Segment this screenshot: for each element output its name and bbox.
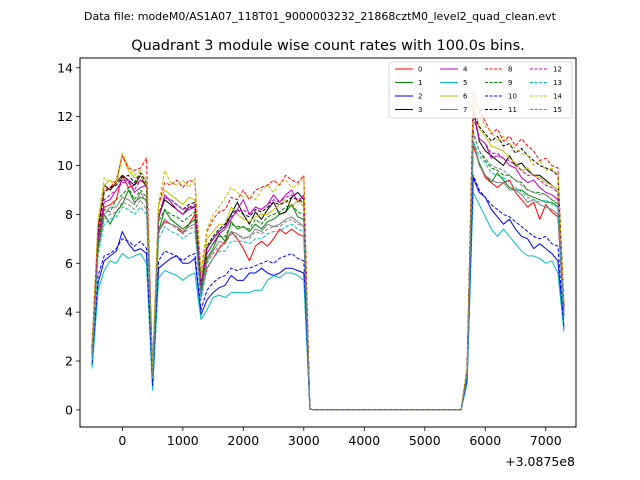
legend-label: 15 (553, 106, 562, 114)
y-tick-label: 4 (65, 305, 73, 320)
legend-label: 10 (508, 93, 517, 101)
legend-label: 8 (508, 66, 512, 74)
legend-label: 11 (508, 106, 517, 114)
legend-label: 4 (463, 66, 468, 74)
legend-label: 3 (418, 106, 422, 114)
series-line-4 (91, 108, 565, 411)
legend-label: 14 (553, 93, 562, 101)
series-line-11 (91, 113, 565, 411)
legend-label: 5 (463, 79, 467, 87)
legend-label: 9 (508, 79, 512, 87)
x-axis: 0 1000 2000 3000 4000 5000 6000 7000 (118, 427, 562, 448)
x-tick-label: 3000 (288, 433, 320, 448)
y-axis: 0 2 4 6 8 10 12 14 (57, 60, 80, 417)
legend-frame (388, 61, 573, 119)
series-line-10 (91, 174, 565, 411)
plot-area (91, 91, 565, 411)
x-tick-label: 0 (118, 433, 126, 448)
axes-frame (79, 57, 577, 428)
series-line-3 (91, 106, 565, 411)
x-tick-label: 2000 (227, 433, 259, 448)
series-line-15 (91, 133, 565, 411)
x-offset-label: +3.0875e8 (505, 454, 575, 469)
y-tick-label: 0 (65, 402, 73, 417)
series-line-12 (91, 116, 565, 411)
y-tick-label: 6 (65, 256, 73, 271)
y-tick-label: 12 (57, 109, 73, 124)
legend-label: 0 (418, 66, 422, 74)
series-line-0 (91, 145, 565, 411)
x-tick-label: 7000 (530, 433, 562, 448)
legend-label: 12 (553, 66, 562, 74)
x-tick-label: 4000 (348, 433, 380, 448)
legend-label: 6 (463, 93, 468, 101)
y-tick-label: 8 (65, 207, 73, 222)
x-tick-label: 5000 (409, 433, 441, 448)
legend-label: 1 (418, 79, 422, 87)
series-line-7 (91, 140, 565, 411)
y-tick-label: 10 (57, 158, 73, 173)
chart-title: Quadrant 3 module wise count rates with … (131, 38, 525, 54)
y-tick-label: 2 (65, 354, 73, 369)
series-line-13 (91, 140, 565, 411)
y-tick-label: 14 (57, 60, 73, 75)
legend-label: 7 (463, 106, 467, 114)
x-tick-label: 1000 (167, 433, 199, 448)
legend-label: 13 (553, 79, 562, 87)
chart-suptitle: Data file: modeM0/AS1A07_118T01_90000032… (84, 10, 557, 23)
legend-label: 2 (418, 93, 422, 101)
x-tick-label: 6000 (469, 433, 501, 448)
